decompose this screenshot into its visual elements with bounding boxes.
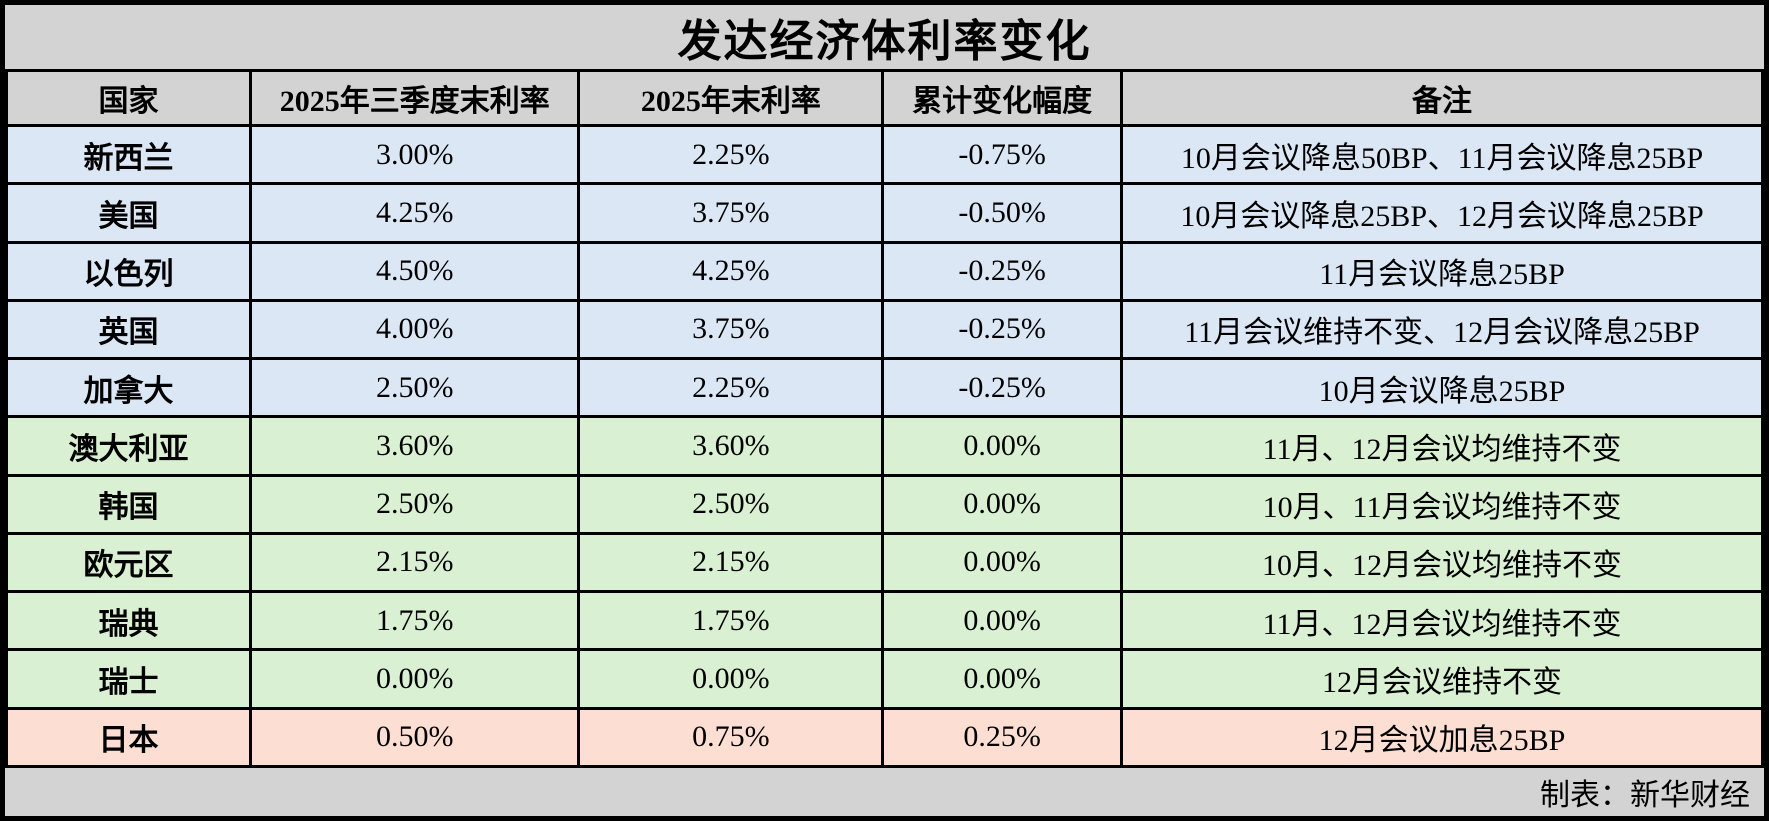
note-cell: 10月会议降息50BP、11月会议降息25BP xyxy=(1120,123,1764,186)
table-row: 瑞典 1.75% 1.75% 0.00% 11月、12月会议均维持不变 xyxy=(4,590,1764,652)
year-end-rate-cell: 2.50% xyxy=(577,473,885,535)
q3-rate-cell: 4.00% xyxy=(249,298,581,361)
q3-rate-cell: 4.25% xyxy=(249,182,581,244)
table-row: 新西兰 3.00% 2.25% -0.75% 10月会议降息50BP、11月会议… xyxy=(4,123,1764,186)
q3-rate-cell: 0.00% xyxy=(249,648,581,710)
q3-rate-cell: 3.60% xyxy=(249,415,581,477)
note-cell: 12月会议维持不变 xyxy=(1120,648,1764,710)
year-end-rate-cell: 3.60% xyxy=(577,415,885,477)
change-cell: 0.25% xyxy=(881,706,1124,769)
country-cell: 新西兰 xyxy=(4,123,253,186)
col-header-q3-rate: 2025年三季度末利率 xyxy=(249,69,581,127)
col-header-country: 国家 xyxy=(4,69,253,127)
year-end-rate-cell: 1.75% xyxy=(577,590,885,652)
note-cell: 10月会议降息25BP xyxy=(1120,357,1764,419)
table-row: 澳大利亚 3.60% 3.60% 0.00% 11月、12月会议均维持不变 xyxy=(4,415,1764,477)
q3-rate-cell: 0.50% xyxy=(249,706,581,769)
note-cell: 11月会议降息25BP xyxy=(1120,240,1764,302)
table-row: 以色列 4.50% 4.25% -0.25% 11月会议降息25BP xyxy=(4,240,1764,302)
credit-line: 制表：新华财经 xyxy=(1540,779,1750,812)
country-cell: 瑞典 xyxy=(4,590,253,652)
page-title: 发达经济体利率变化 xyxy=(677,17,1092,66)
table-row: 欧元区 2.15% 2.15% 0.00% 10月、12月会议均维持不变 xyxy=(4,531,1764,594)
q3-rate-cell: 2.50% xyxy=(249,473,581,535)
header-row: 国家 2025年三季度末利率 2025年末利率 累计变化幅度 备注 xyxy=(4,69,1764,127)
change-cell: -0.25% xyxy=(881,240,1124,302)
country-cell: 瑞士 xyxy=(4,648,253,710)
col-header-change: 累计变化幅度 xyxy=(881,69,1124,127)
year-end-rate-cell: 2.15% xyxy=(577,531,885,594)
q3-rate-cell: 4.50% xyxy=(249,240,581,302)
country-cell: 英国 xyxy=(4,298,253,361)
table-row: 韩国 2.50% 2.50% 0.00% 10月、11月会议均维持不变 xyxy=(4,473,1764,535)
year-end-rate-cell: 2.25% xyxy=(577,123,885,186)
change-cell: -0.25% xyxy=(881,298,1124,361)
col-header-note: 备注 xyxy=(1120,69,1764,127)
note-cell: 11月、12月会议均维持不变 xyxy=(1120,415,1764,477)
year-end-rate-cell: 4.25% xyxy=(577,240,885,302)
table-body: 新西兰 3.00% 2.25% -0.75% 10月会议降息50BP、11月会议… xyxy=(4,123,1764,769)
change-cell: 0.00% xyxy=(881,590,1124,652)
table-header: 国家 2025年三季度末利率 2025年末利率 累计变化幅度 备注 xyxy=(4,69,1764,127)
country-cell: 日本 xyxy=(4,706,253,769)
q3-rate-cell: 1.75% xyxy=(249,590,581,652)
country-cell: 以色列 xyxy=(4,240,253,302)
year-end-rate-cell: 0.00% xyxy=(577,648,885,710)
note-cell: 10月、11月会议均维持不变 xyxy=(1120,473,1764,535)
change-cell: -0.75% xyxy=(881,123,1124,186)
year-end-rate-cell: 3.75% xyxy=(577,182,885,244)
change-cell: 0.00% xyxy=(881,415,1124,477)
change-cell: -0.50% xyxy=(881,182,1124,244)
table-row: 英国 4.00% 3.75% -0.25% 11月会议维持不变、12月会议降息2… xyxy=(4,298,1764,361)
q3-rate-cell: 3.00% xyxy=(249,123,581,186)
change-cell: 0.00% xyxy=(881,531,1124,594)
table-row: 美国 4.25% 3.75% -0.50% 10月会议降息25BP、12月会议降… xyxy=(4,182,1764,244)
country-cell: 美国 xyxy=(4,182,253,244)
country-cell: 澳大利亚 xyxy=(4,415,253,477)
change-cell: 0.00% xyxy=(881,473,1124,535)
table-row: 加拿大 2.50% 2.25% -0.25% 10月会议降息25BP xyxy=(4,357,1764,419)
year-end-rate-cell: 0.75% xyxy=(577,706,885,769)
year-end-rate-cell: 2.25% xyxy=(577,357,885,419)
change-cell: -0.25% xyxy=(881,357,1124,419)
table-row: 瑞士 0.00% 0.00% 0.00% 12月会议维持不变 xyxy=(4,648,1764,710)
note-cell: 12月会议加息25BP xyxy=(1120,706,1764,769)
note-cell: 11月会议维持不变、12月会议降息25BP xyxy=(1120,298,1764,361)
q3-rate-cell: 2.50% xyxy=(249,357,581,419)
note-cell: 10月会议降息25BP、12月会议降息25BP xyxy=(1120,182,1764,244)
rate-table: 国家 2025年三季度末利率 2025年末利率 累计变化幅度 备注 新西兰 3.… xyxy=(4,69,1764,769)
note-cell: 11月、12月会议均维持不变 xyxy=(1120,590,1764,652)
country-cell: 欧元区 xyxy=(4,531,253,594)
change-cell: 0.00% xyxy=(881,648,1124,710)
table-row: 日本 0.50% 0.75% 0.25% 12月会议加息25BP xyxy=(4,706,1764,769)
year-end-rate-cell: 3.75% xyxy=(577,298,885,361)
q3-rate-cell: 2.15% xyxy=(249,531,581,594)
country-cell: 韩国 xyxy=(4,473,253,535)
country-cell: 加拿大 xyxy=(4,357,253,419)
col-header-year-end-rate: 2025年末利率 xyxy=(577,69,885,127)
note-cell: 10月、12月会议均维持不变 xyxy=(1120,531,1764,594)
